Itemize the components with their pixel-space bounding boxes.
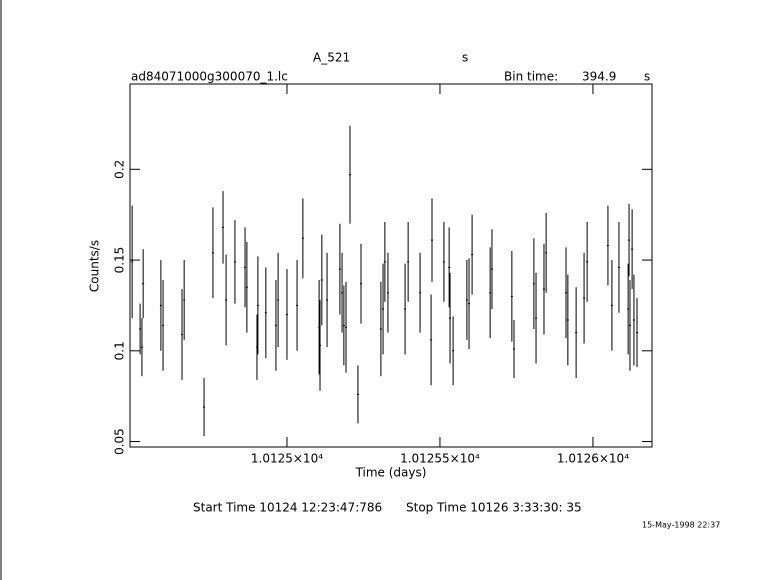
error-bar-point bbox=[452, 316, 455, 386]
x-axis-label: Time (days) bbox=[355, 466, 427, 480]
x-tick-label: 1.01255×10⁴ bbox=[400, 452, 480, 466]
error-bar-point bbox=[360, 243, 363, 324]
error-bar-point bbox=[256, 256, 259, 355]
chart-title: A_521 bbox=[313, 51, 350, 65]
error-bar-point bbox=[139, 303, 142, 355]
error-bar-point bbox=[140, 318, 143, 377]
error-bar-point bbox=[162, 280, 165, 371]
error-bar-point bbox=[296, 260, 299, 351]
error-bar-point bbox=[471, 214, 474, 295]
error-bar-point bbox=[535, 272, 538, 364]
error-bar-point bbox=[348, 125, 351, 224]
error-bar-point bbox=[142, 249, 145, 319]
error-bar-point bbox=[244, 227, 247, 308]
y-tick-label: 0.15 bbox=[113, 247, 127, 274]
error-bar-point bbox=[345, 281, 348, 373]
error-bar-point bbox=[274, 280, 277, 371]
error-bar-point bbox=[320, 234, 323, 326]
error-bar-point bbox=[326, 252, 329, 348]
error-bar-point bbox=[404, 263, 407, 355]
error-bar-point bbox=[225, 254, 228, 346]
error-bar-point bbox=[628, 280, 631, 371]
y-tick-label: 0.1 bbox=[113, 341, 127, 360]
error-bar-point bbox=[419, 252, 422, 333]
error-bar-point bbox=[338, 223, 341, 315]
stop-time: Stop Time 10126 3:33:30: 35 bbox=[406, 501, 582, 515]
error-bar-point bbox=[356, 365, 359, 424]
error-bar-point bbox=[222, 191, 225, 264]
error-bar-point bbox=[181, 289, 184, 380]
error-bar-point bbox=[245, 241, 248, 333]
plot-date: 15-May-1998 22:37 bbox=[642, 521, 720, 530]
error-bar-point bbox=[386, 252, 389, 333]
error-bar-point bbox=[442, 221, 445, 302]
error-bar-point bbox=[532, 238, 535, 330]
error-bar-point bbox=[203, 378, 206, 437]
error-bar-point bbox=[183, 260, 186, 340]
error-bar-point bbox=[379, 281, 382, 377]
error-bar-point bbox=[430, 294, 433, 386]
bin-time-label: Bin time: bbox=[504, 70, 558, 84]
error-bar-point bbox=[449, 272, 452, 364]
error-bar-point bbox=[431, 198, 434, 282]
error-bar-point bbox=[631, 209, 634, 290]
error-bar-point bbox=[545, 212, 548, 293]
error-bar-point bbox=[468, 258, 471, 349]
error-bar-point bbox=[285, 269, 288, 360]
y-tick-label: 0.2 bbox=[113, 160, 127, 179]
error-bar-point bbox=[407, 221, 410, 302]
error-bar-point bbox=[565, 247, 568, 339]
error-bar-point bbox=[627, 263, 630, 355]
error-bar-point bbox=[632, 274, 635, 366]
subtitle: ad84071000g300070_1.lc bbox=[131, 70, 288, 84]
error-bar-point bbox=[131, 205, 134, 319]
error-bar-point bbox=[575, 287, 578, 379]
error-bar-point bbox=[490, 229, 493, 310]
error-bar-point bbox=[382, 263, 385, 355]
x-tick-label: 1.0125×10⁴ bbox=[251, 452, 323, 466]
error-bar-point bbox=[277, 252, 280, 348]
error-bar-point bbox=[319, 299, 322, 391]
error-bar-point bbox=[542, 243, 545, 335]
plot-frame bbox=[129, 83, 653, 448]
error-bar-point bbox=[465, 260, 468, 340]
error-bar-point bbox=[264, 267, 267, 359]
y-axis-label: Counts/s bbox=[88, 240, 102, 292]
error-bar-point bbox=[159, 260, 162, 351]
bin-time-unit: s bbox=[644, 70, 650, 84]
error-bar-point bbox=[489, 247, 492, 339]
error-bar-point bbox=[610, 260, 613, 351]
error-bar-point bbox=[233, 220, 236, 304]
error-bar-point bbox=[513, 319, 516, 379]
error-bar-point bbox=[342, 285, 345, 366]
error-bar-point bbox=[301, 198, 304, 279]
error-bar-point bbox=[606, 205, 609, 286]
error-bar-point bbox=[448, 227, 451, 308]
error-bar-point bbox=[583, 252, 586, 344]
error-bar-point bbox=[566, 274, 569, 366]
error-bar-point bbox=[211, 207, 214, 299]
error-bar-point bbox=[383, 221, 386, 302]
error-bar-point bbox=[341, 252, 344, 333]
title-unit: s bbox=[462, 51, 468, 65]
error-bar-point bbox=[636, 298, 639, 368]
error-bar-point bbox=[617, 221, 620, 313]
bin-time: 394.9 bbox=[582, 70, 616, 84]
start-time: Start Time 10124 12:23:47:786 bbox=[193, 501, 382, 515]
error-bar-point bbox=[628, 203, 631, 277]
error-bar-point bbox=[510, 250, 513, 342]
error-bar-point bbox=[586, 221, 589, 302]
x-tick-label: 1.0126×10⁴ bbox=[557, 452, 629, 466]
y-tick-label: 0.05 bbox=[113, 428, 127, 455]
